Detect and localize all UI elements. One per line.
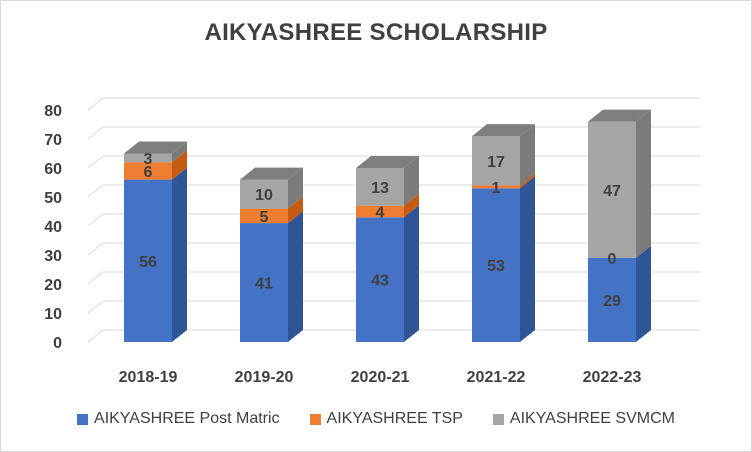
bar-segment-front [472, 185, 520, 189]
legend-label: AIKYASHREE TSP [326, 410, 463, 427]
bar-segment-front [356, 168, 404, 206]
bar-segment-front [124, 153, 172, 163]
y-tick-label: 10 [44, 306, 62, 323]
bar-segment-side [172, 150, 187, 180]
bars [124, 109, 651, 342]
y-tick-label: 50 [44, 190, 62, 207]
bar-stack-2022-23 [588, 109, 651, 342]
bar-segment-front [472, 188, 520, 342]
bar-segment-front [240, 223, 288, 342]
data-label: 41 [255, 276, 273, 293]
bar-segment-side [636, 245, 651, 342]
bar-top-face [124, 141, 187, 154]
bar-segment-front [472, 136, 520, 186]
bar-segment-front [356, 217, 404, 342]
bar-segment-side [288, 167, 303, 209]
y-tick-label: 80 [44, 103, 62, 120]
y-tick-label: 60 [44, 161, 62, 178]
bar-segment-side [520, 173, 535, 189]
data-label: 1 [492, 180, 501, 197]
data-label: 13 [371, 180, 389, 197]
bar-segment-side [404, 193, 419, 218]
bar-segment-side [288, 196, 303, 224]
x-tick-label: 2021-22 [467, 369, 526, 386]
data-label: 17 [487, 154, 505, 171]
data-label: 47 [603, 183, 621, 200]
bar-segment-front [588, 121, 636, 258]
bar-segment-side [172, 167, 187, 342]
legend-item: AIKYASHREE Post Matric [77, 410, 280, 428]
bar-segment-side [520, 124, 535, 186]
data-label: 43 [371, 273, 389, 290]
bar-segment-side [288, 211, 303, 342]
bar-segment-side [404, 156, 419, 206]
bar-segment-side [636, 109, 651, 258]
legend-item: AIKYASHREE TSP [309, 410, 463, 428]
bar-top-face [472, 124, 535, 137]
data-label: 56 [139, 254, 157, 271]
y-tick-label: 30 [44, 248, 62, 265]
legend-item: AIKYASHREE SVMCM [492, 410, 675, 428]
y-tick-label: 40 [44, 219, 62, 236]
legend: AIKYASHREE Post Matric AIKYASHREE TSP AIKY… [0, 410, 752, 428]
legend-swatch [492, 413, 504, 425]
chart-title: AIKYASHREE SCHOLARSHIP [204, 19, 548, 46]
bar-stack-2020-21 [356, 156, 419, 342]
legend-swatch [309, 413, 321, 425]
x-tick-label: 2019-20 [235, 369, 294, 386]
bar-segment-front [356, 205, 404, 218]
bar-stack-2018-19 [124, 141, 187, 342]
x-tick-label: 2022-23 [583, 369, 642, 386]
legend-swatch [77, 413, 89, 425]
data-label: 4 [376, 205, 385, 222]
bar-top-face [356, 156, 419, 168]
data-label: 5 [260, 209, 269, 226]
bar-segment-front [240, 208, 288, 224]
data-label: 6 [144, 164, 153, 181]
x-tick-label: 2018-19 [119, 369, 178, 386]
bar-segment-side [520, 176, 535, 342]
bar-segment-front [240, 179, 288, 209]
bar-segment-front [124, 179, 172, 342]
y-tick-label: 20 [44, 277, 62, 294]
data-label: 10 [255, 187, 273, 204]
bar-segment-front [588, 257, 636, 342]
bar-stack-2019-20 [240, 167, 303, 342]
bar-segment-side [172, 141, 187, 163]
data-label: 29 [603, 293, 621, 310]
bar-stack-2021-22 [472, 124, 535, 342]
y-tick-label: 70 [44, 132, 62, 149]
gridline-80 [87, 97, 700, 111]
bar-top-face [588, 109, 651, 122]
y-axis-ticks: 0 10 20 30 40 50 60 70 80 [44, 103, 62, 352]
data-label: 53 [487, 258, 505, 275]
x-axis-ticks: 2018-19 2019-20 2020-21 2021-22 2022-23 [119, 369, 642, 386]
data-label: 3 [144, 151, 153, 168]
data-label: 0 [608, 251, 617, 268]
legend-label: AIKYASHREE Post Matric [94, 410, 280, 427]
data-labels: 56 63 41 5 10 43 4 13 53 1 17 29 0 47 [139, 151, 621, 310]
legend-label: AIKYASHREE SVMCM [509, 410, 675, 427]
chart-plot-area: 0 10 20 30 40 50 60 70 80 56 63 41 5 10 43 4 13 53 1 17 29 0… [44, 97, 700, 386]
y-tick-label: 0 [53, 335, 62, 352]
bar-segment-side [404, 205, 419, 342]
x-tick-label: 2020-21 [351, 369, 410, 386]
bar-segment-front [124, 162, 172, 180]
bar-top-face [240, 167, 303, 180]
